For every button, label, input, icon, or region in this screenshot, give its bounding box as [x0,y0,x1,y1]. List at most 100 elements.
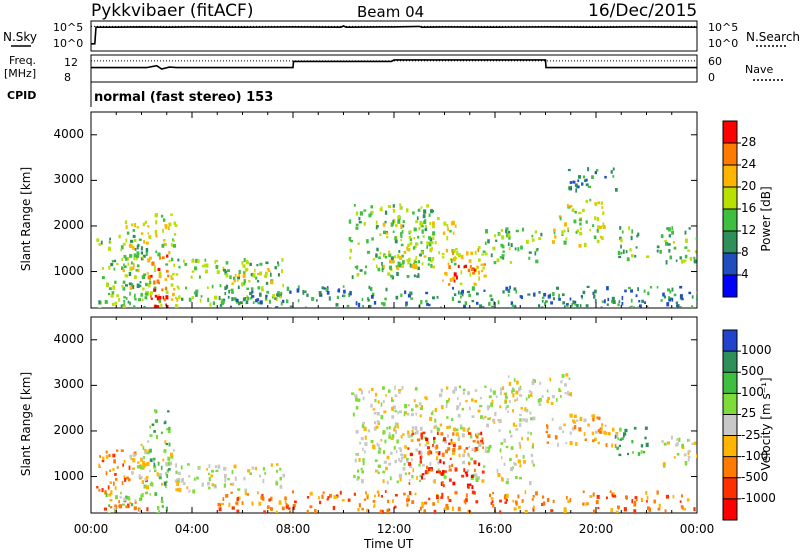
nsearch-tick-low: 10^0 [708,37,739,50]
velocity-region-6 [407,431,485,489]
frequency-line [91,59,697,70]
power-colorbar-ticklabel-5: 8 [741,245,749,259]
velocity-colorbar-swatch-1 [723,351,737,373]
power-region-1 [121,213,179,308]
velocity-colorbar-swatch-2 [723,372,737,394]
velocity-region-8 [545,413,619,449]
power-colorbar-swatch-4 [723,209,737,232]
velocity-panel-frame [90,316,698,514]
nsearch-label: N.Search [746,30,800,44]
power-colorbar-swatch-7 [723,275,737,298]
velocity-region-4 [105,491,168,513]
velocity-region-11 [217,490,696,513]
velocity-colorbar-ticklabel-0: 1000 [741,343,772,358]
power-colorbar-swatch-3 [723,187,737,210]
power-region-8 [441,246,488,286]
freq-tick-high: 12 [64,56,78,69]
power-colorbar-swatch-6 [723,253,737,276]
date-title: 16/Dec/2015 [588,1,698,21]
velocity-colorbar-ticklabel-6: -500 [741,469,769,484]
velocity-colorbar-swatch-6 [723,456,737,479]
power-colorbar-ticklabel-2: 20 [741,179,757,193]
nsky-tick-low: 10^0 [53,37,84,50]
velocity-ytick-label-3000: 3000 [53,377,84,392]
xtick-label-6: 00:00 [679,522,715,536]
freq-label: Freq. [9,54,37,67]
power-ytick-label-2000: 2000 [53,217,84,232]
power-region-12 [567,167,618,193]
power-colorbar-ticklabel-4: 12 [741,223,757,237]
nave-tick-low: 0 [708,71,715,84]
velocity-region-2 [149,409,171,489]
noise-panel-frame [90,20,698,52]
velocity-colorbar-ticklabel-3: 25 [741,406,757,421]
velocity-ytick-label-4000: 4000 [53,331,84,346]
velocity-colorbar-ticklabel-5: -100 [741,448,769,463]
xtick-label-0: 00:00 [73,522,109,536]
nsearch-tick-high: 10^5 [708,21,739,34]
power-colorbar-ticklabel-6: 4 [741,267,749,281]
nsky-label: N.Sky [3,30,38,44]
xtick-label-5: 20:00 [578,522,614,536]
xtick-label-3: 12:00 [376,522,412,536]
power-region-9 [453,264,476,283]
velocity-region-10 [661,435,697,468]
velocity-ylabel: Slant Range [km] [19,371,33,477]
power-region-10 [482,227,543,265]
power-ylabel: Slant Range [km] [19,166,33,272]
power-colorbar-swatch-5 [723,231,737,254]
power-colorbar-ticklabel-3: 16 [741,201,757,215]
power-colorbar-ticklabel-1: 24 [741,157,757,171]
power-region-14 [656,226,697,265]
freq-tick-low: 8 [64,71,71,84]
nave-label: Nave [745,63,774,76]
velocity-colorbar-swatch-8 [723,498,737,521]
xtick-label-4: 16:00 [477,522,513,536]
station-title: Pykkvibaer (fitACF) [91,1,254,21]
nsky-line [91,24,698,45]
velocity-region-1 [129,440,181,490]
power-region-11 [552,198,606,248]
velocity-region-3 [175,463,285,494]
power-region-15 [218,285,697,308]
velocity-colorbar-ticklabel-7: -1000 [741,490,776,505]
power-ytick-label-3000: 3000 [53,172,84,187]
power-colorbar-label: Power [dB] [759,186,773,252]
power-region-2 [146,254,170,292]
velocity-colorbar-ticklabel-4: -25 [741,427,761,442]
velocity-colorbar-swatch-4 [723,414,737,437]
beam-title: Beam 04 [357,3,425,21]
power-ytick-label-4000: 4000 [53,126,84,141]
power-region-13 [617,226,650,262]
velocity-ytick-label-2000: 2000 [53,422,84,437]
xtick-label-1: 04:00 [174,522,210,536]
velocity-colorbar-swatch-5 [723,435,737,458]
frequency-panel-frame [90,54,698,83]
nave-tick-high: 60 [708,55,722,68]
power-region-7 [382,217,457,271]
x-axis-title: Time UT [364,537,414,551]
power-region-0 [96,231,149,308]
power-ytick-label-1000: 1000 [53,263,84,278]
velocity-colorbar-frame [722,329,738,521]
velocity-ytick-label-1000: 1000 [53,468,84,483]
velocity-colorbar-swatch-0 [723,330,737,352]
velocity-colorbar-swatch-7 [723,477,737,500]
velocity-colorbar-swatch-3 [723,393,737,415]
xtick-label-2: 08:00 [275,522,311,536]
power-colorbar-swatch-0 [723,121,737,144]
velocity-region-9 [614,426,649,457]
velocity-region-7 [507,373,573,407]
power-colorbar-ticklabel-0: 28 [741,135,757,149]
freq-unit: [MHz] [4,67,37,80]
velocity-colorbar-ticklabel-2: 100 [741,385,764,400]
power-region-5 [231,267,274,292]
power-colorbar-swatch-2 [723,165,737,188]
nsky-tick-high: 10^5 [53,21,84,34]
cpid-text: normal (fast stereo) 153 [94,90,274,105]
power-region-4 [177,258,284,307]
velocity-colorbar-ticklabel-1: 500 [741,364,764,379]
power-colorbar-swatch-1 [723,143,737,166]
